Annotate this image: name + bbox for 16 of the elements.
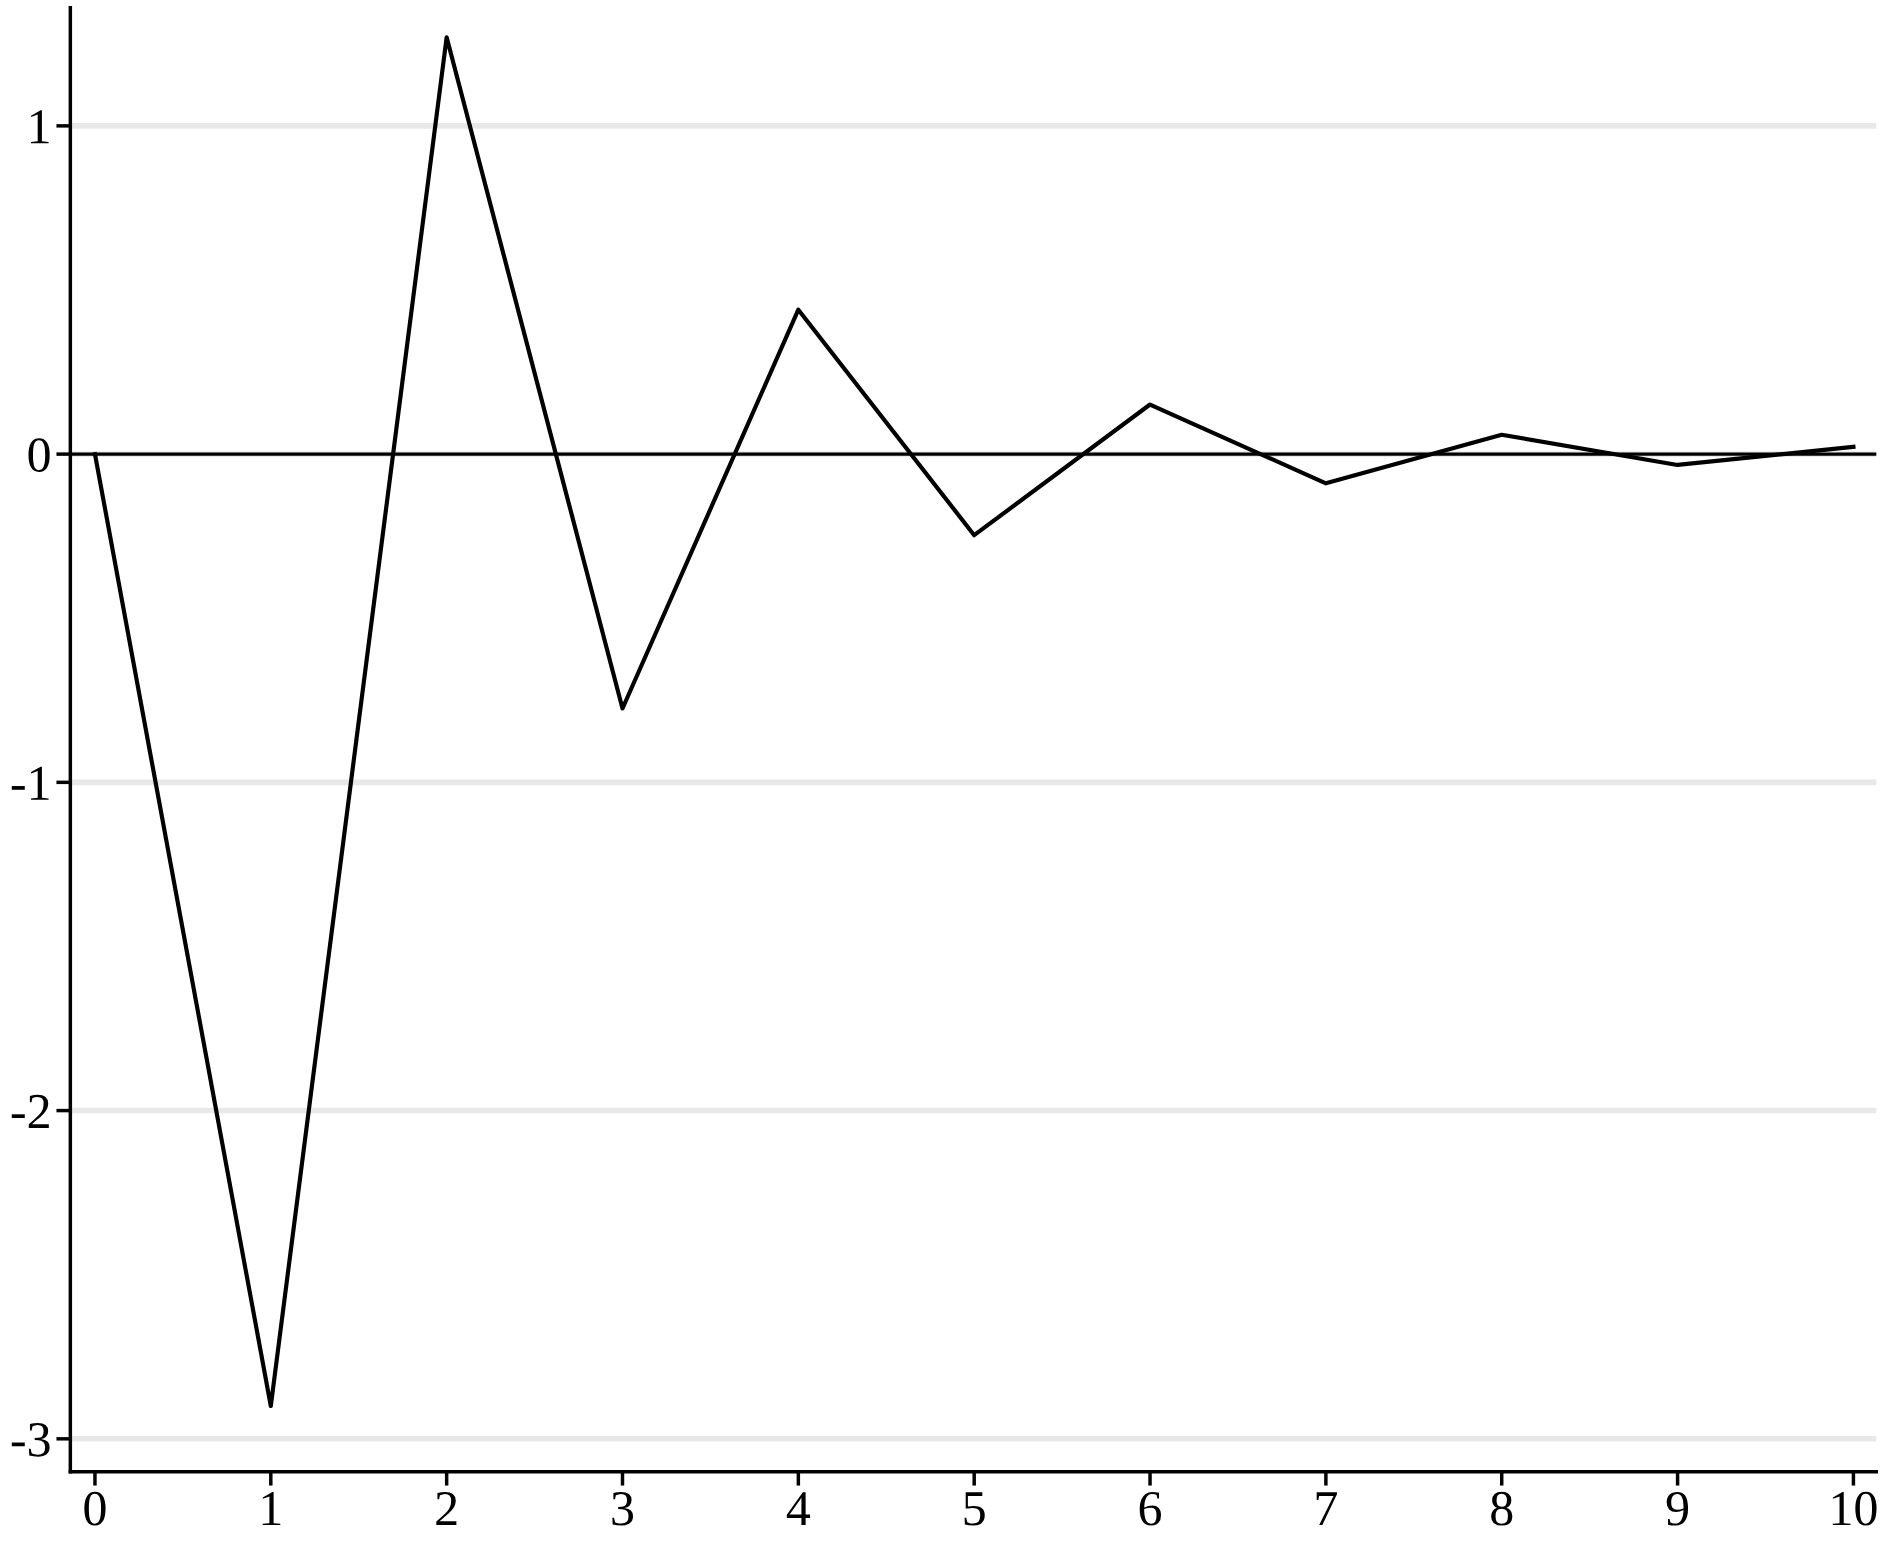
y-tick-label: -3 [11,1423,50,1457]
x-tick-label: 2 [436,1491,457,1526]
y-tick-label: -2 [11,1094,49,1128]
y-tick-label: -1 [11,766,49,800]
x-tick-label: 1 [262,1492,281,1526]
y-tick-label: 1 [30,110,49,144]
y-tick-label: 0 [28,438,50,472]
x-tick-label: 7 [1316,1492,1337,1526]
x-tick-label: 6 [1139,1491,1162,1526]
x-tick-label: 5 [964,1492,985,1526]
x-tick-label: 9 [1666,1491,1689,1526]
x-tick-label: 10 [1832,1491,1877,1526]
x-tick-label: 0 [84,1491,106,1526]
x-tick-label: 8 [1491,1491,1513,1526]
x-tick-label: 4 [786,1492,811,1526]
x-tick-label: 3 [612,1491,634,1526]
